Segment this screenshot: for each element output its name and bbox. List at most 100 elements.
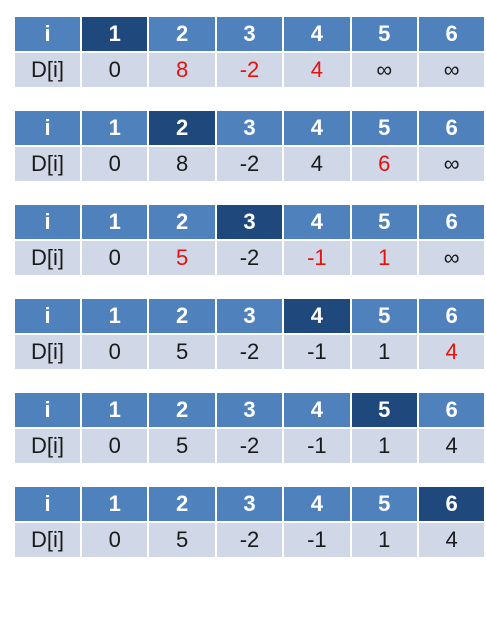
- value-row: D[i] 0 5 -2 -1 1 4: [15, 429, 485, 463]
- value-cell: 0: [82, 335, 148, 369]
- index-row-label: i: [15, 487, 80, 521]
- current-index-cell: 5: [351, 393, 417, 427]
- value-cell: 4: [418, 523, 485, 557]
- index-cell: 1: [82, 487, 148, 521]
- index-row-label: i: [15, 393, 80, 427]
- index-cell: 2: [149, 393, 215, 427]
- step-table-3: i 1 2 3 4 5 6 D[i] 0 5 -2 -1 1 ∞: [13, 203, 486, 277]
- value-row-label: D[i]: [15, 429, 80, 463]
- index-cell: 1: [82, 393, 148, 427]
- value-cell: -1: [284, 335, 350, 369]
- current-index-cell: 3: [216, 205, 283, 239]
- index-cell: 4: [284, 393, 350, 427]
- updated-value-cell: 6: [351, 147, 417, 181]
- value-cell: 4: [418, 429, 485, 463]
- value-cell: ∞: [351, 53, 417, 87]
- step-table-6: i 1 2 3 4 5 6 D[i] 0 5 -2 -1 1 4: [13, 485, 486, 559]
- step-table-2: i 1 2 3 4 5 6 D[i] 0 8 -2 4 6 ∞: [13, 109, 486, 183]
- index-cell: 4: [284, 205, 350, 239]
- value-row: D[i] 0 8 -2 4 ∞ ∞: [15, 53, 485, 87]
- index-cell: 6: [418, 111, 485, 145]
- value-row-label: D[i]: [15, 147, 80, 181]
- value-row: D[i] 0 5 -2 -1 1 4: [15, 523, 485, 557]
- updated-value-cell: 4: [418, 335, 485, 369]
- index-cell: 3: [216, 111, 283, 145]
- value-row: D[i] 0 8 -2 4 6 ∞: [15, 147, 485, 181]
- step-table-1: i 1 2 3 4 5 6 D[i] 0 8 -2 4 ∞ ∞: [13, 15, 486, 89]
- index-cell: 1: [82, 205, 148, 239]
- value-cell: -1: [284, 523, 350, 557]
- index-cell: 2: [149, 17, 215, 51]
- index-cell: 6: [418, 17, 485, 51]
- value-row-label: D[i]: [15, 523, 80, 557]
- index-cell: 6: [418, 205, 485, 239]
- current-index-cell: 6: [418, 487, 485, 521]
- value-cell: -2: [216, 241, 283, 275]
- value-row-label: D[i]: [15, 335, 80, 369]
- value-cell: 8: [149, 147, 215, 181]
- index-cell: 6: [418, 393, 485, 427]
- value-cell: 1: [351, 429, 417, 463]
- current-index-cell: 4: [284, 299, 350, 333]
- value-cell: 4: [284, 147, 350, 181]
- updated-value-cell: -2: [216, 53, 283, 87]
- index-cell: 5: [351, 299, 417, 333]
- index-cell: 6: [418, 299, 485, 333]
- index-row-label: i: [15, 17, 80, 51]
- dp-tables: i 1 2 3 4 5 6 D[i] 0 8 -2 4 ∞ ∞ i 1 2 3 4 5 6 D[i] 0 8 -2 4 6 ∞ i 1 2 3…: [15, 17, 485, 557]
- current-index-cell: 2: [149, 111, 215, 145]
- value-cell: -2: [216, 429, 283, 463]
- value-cell: -2: [216, 147, 283, 181]
- value-row: D[i] 0 5 -2 -1 1 ∞: [15, 241, 485, 275]
- updated-value-cell: 8: [149, 53, 215, 87]
- value-cell: 5: [149, 335, 215, 369]
- index-cell: 1: [82, 299, 148, 333]
- index-cell: 5: [351, 111, 417, 145]
- value-cell: -2: [216, 523, 283, 557]
- value-cell: ∞: [418, 53, 485, 87]
- index-cell: 4: [284, 111, 350, 145]
- index-cell: 4: [284, 17, 350, 51]
- index-cell: 4: [284, 487, 350, 521]
- value-cell: ∞: [418, 241, 485, 275]
- value-cell: -2: [216, 335, 283, 369]
- value-cell: 0: [82, 241, 148, 275]
- value-row-label: D[i]: [15, 53, 80, 87]
- value-cell: 0: [82, 53, 148, 87]
- value-row: D[i] 0 5 -2 -1 1 4: [15, 335, 485, 369]
- current-index-cell: 1: [82, 17, 148, 51]
- index-cell: 5: [351, 205, 417, 239]
- index-cell: 1: [82, 111, 148, 145]
- value-row-label: D[i]: [15, 241, 80, 275]
- index-row-label: i: [15, 205, 80, 239]
- index-cell: 3: [216, 393, 283, 427]
- index-row-label: i: [15, 299, 80, 333]
- value-cell: ∞: [418, 147, 485, 181]
- step-table-5: i 1 2 3 4 5 6 D[i] 0 5 -2 -1 1 4: [13, 391, 486, 465]
- index-row-label: i: [15, 111, 80, 145]
- value-cell: 5: [149, 429, 215, 463]
- step-table-4: i 1 2 3 4 5 6 D[i] 0 5 -2 -1 1 4: [13, 297, 486, 371]
- value-cell: 0: [82, 429, 148, 463]
- value-cell: 0: [82, 523, 148, 557]
- index-cell: 2: [149, 299, 215, 333]
- index-cell: 2: [149, 487, 215, 521]
- index-cell: 3: [216, 487, 283, 521]
- index-cell: 2: [149, 205, 215, 239]
- value-cell: 1: [351, 335, 417, 369]
- value-cell: 0: [82, 147, 148, 181]
- updated-value-cell: 5: [149, 241, 215, 275]
- value-cell: 5: [149, 523, 215, 557]
- value-cell: 1: [351, 523, 417, 557]
- index-cell: 3: [216, 299, 283, 333]
- updated-value-cell: -1: [284, 241, 350, 275]
- value-cell: -1: [284, 429, 350, 463]
- updated-value-cell: 1: [351, 241, 417, 275]
- index-cell: 5: [351, 487, 417, 521]
